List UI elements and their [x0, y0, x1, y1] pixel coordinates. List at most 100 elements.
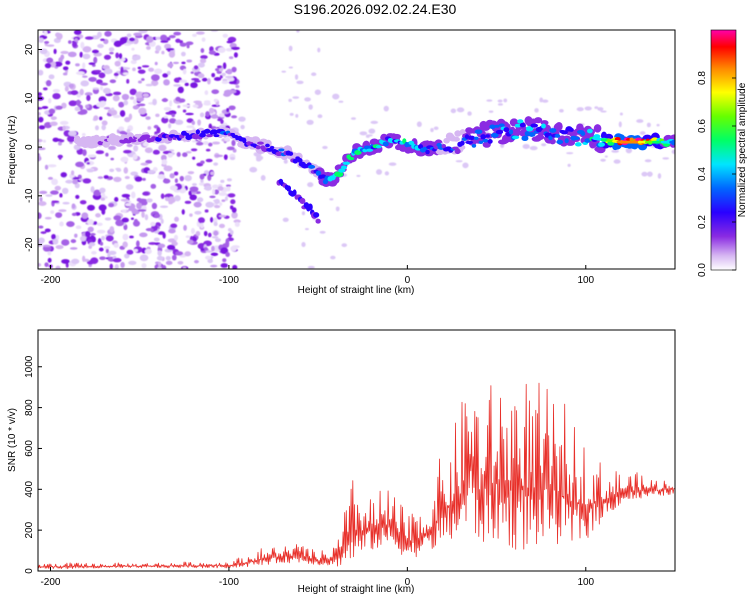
heatmap-noise-blob	[79, 200, 87, 205]
heatmap-noise-blob	[160, 154, 167, 161]
heatmap-noise-blob	[52, 89, 61, 93]
heatmap-noise-blob	[174, 216, 179, 222]
heatmap-noise-blob	[124, 43, 132, 46]
heatmap-noise-blob	[101, 120, 108, 126]
heatmap-noise-blob	[224, 196, 228, 201]
heatmap-noise-blob	[113, 72, 119, 77]
heatmap-noise-blob	[173, 84, 181, 87]
ridge-core	[195, 129, 201, 135]
heatmap-faint-blob	[314, 89, 321, 95]
heatmap-noise-blob	[189, 194, 197, 201]
heatmap-noise-blob	[110, 107, 115, 111]
heatmap-faint-blob	[370, 120, 379, 124]
heatmap-noise-blob	[203, 140, 209, 145]
heatmap-faint-blob	[283, 159, 288, 164]
heatmap-noise-blob	[194, 260, 199, 264]
heatmap-noise-blob	[161, 98, 169, 102]
heatmap-noise-blob	[48, 74, 55, 80]
ridge-core	[425, 149, 430, 155]
ridge-core	[541, 123, 546, 129]
heatmap-noise-blob	[39, 48, 48, 55]
heatmap-noise-blob	[70, 90, 79, 96]
top-y-tick-label: -10	[24, 188, 35, 203]
heatmap-noise-blob	[220, 247, 229, 255]
heatmap-noise-blob	[99, 256, 106, 260]
heatmap-noise-blob	[165, 47, 175, 51]
heatmap-noise-blob	[79, 235, 87, 242]
heatmap-noise-blob	[75, 71, 85, 76]
heatmap-noise-blob	[189, 213, 193, 217]
heatmap-noise-blob	[116, 168, 122, 172]
ridge-core	[213, 134, 220, 138]
ridge-core	[473, 136, 479, 140]
colorbar-frame	[710, 29, 737, 271]
heatmap-noise-blob	[101, 235, 106, 241]
heatmap-noise-blob	[62, 125, 66, 131]
heatmap-noise-blob	[161, 264, 167, 269]
heatmap-noise-blob	[212, 141, 221, 145]
heatmap-noise-blob	[93, 115, 99, 121]
heatmap-noise-blob	[168, 201, 173, 205]
heatmap-noise-blob	[68, 130, 77, 137]
ridge-halo	[535, 134, 545, 141]
heatmap-faint-blob	[657, 173, 662, 179]
heatmap-faint-blob	[541, 143, 547, 147]
heatmap-noise-blob	[82, 53, 91, 60]
heatmap-noise-blob	[234, 221, 240, 227]
heatmap-noise-blob	[217, 46, 226, 53]
branch-blob	[315, 218, 321, 224]
heatmap-noise-blob	[211, 104, 220, 107]
ridge-core	[375, 145, 382, 149]
heatmap-noise-blob	[146, 45, 151, 50]
heatmap-noise-blob	[47, 164, 57, 168]
heatmap-noise-blob	[182, 152, 188, 157]
heatmap-noise-blob	[171, 113, 175, 118]
heatmap-noise-blob	[205, 255, 212, 260]
heatmap-noise-blob	[167, 152, 173, 158]
heatmap-noise-blob	[38, 225, 44, 229]
heatmap-noise-blob	[102, 87, 111, 94]
heatmap-noise-blob	[173, 171, 179, 176]
heatmap-faint-blob	[619, 112, 623, 116]
heatmap-faint-blob	[584, 106, 592, 111]
heatmap-noise-blob	[70, 170, 75, 176]
heatmap-faint-blob	[335, 206, 340, 212]
heatmap-noise-blob	[38, 125, 46, 130]
heatmap-noise-blob	[136, 202, 143, 210]
ridge-core	[487, 138, 493, 144]
heatmap-noise-blob	[182, 109, 187, 113]
heatmap-noise-blob	[208, 142, 213, 147]
heatmap-noise-blob	[76, 99, 81, 107]
heatmap-faint-blob	[304, 97, 311, 102]
heatmap-noise-blob	[214, 154, 224, 158]
heatmap-noise-blob	[193, 100, 202, 104]
ridge-core	[480, 134, 487, 140]
heatmap-faint-blob	[368, 128, 376, 134]
heatmap-noise-blob	[193, 80, 201, 83]
ridge-core	[347, 156, 355, 161]
heatmap-noise-blob	[179, 79, 188, 83]
heatmap-noise-blob	[226, 107, 230, 113]
heatmap-noise-blob	[119, 37, 128, 44]
ridge-core	[525, 125, 534, 132]
heatmap-noise-blob	[79, 88, 84, 96]
heatmap-noise-blob	[81, 212, 89, 219]
heatmap-noise-blob	[114, 60, 121, 67]
heatmap-noise-blob	[177, 261, 184, 265]
heatmap-noise-blob	[191, 120, 196, 125]
heatmap-noise-blob	[197, 197, 204, 203]
heatmap-noise-blob	[47, 257, 52, 263]
heatmap-noise-blob	[204, 90, 209, 96]
heatmap-noise-blob	[38, 37, 44, 43]
top-y-tick-label: 10	[24, 92, 35, 104]
ridge-core	[598, 142, 605, 147]
heatmap-noise-blob	[160, 34, 168, 42]
heatmap-noise-blob	[225, 251, 230, 258]
heatmap-faint-blob	[281, 70, 287, 73]
heatmap-noise-blob	[72, 179, 78, 185]
heatmap-noise-blob	[140, 162, 149, 166]
heatmap-noise-blob	[210, 114, 219, 119]
bottom-y-tick-label: 1000	[24, 355, 35, 378]
chart-title: S196.2026.092.02.24.E30	[293, 1, 457, 17]
heatmap-noise-blob	[210, 217, 214, 223]
